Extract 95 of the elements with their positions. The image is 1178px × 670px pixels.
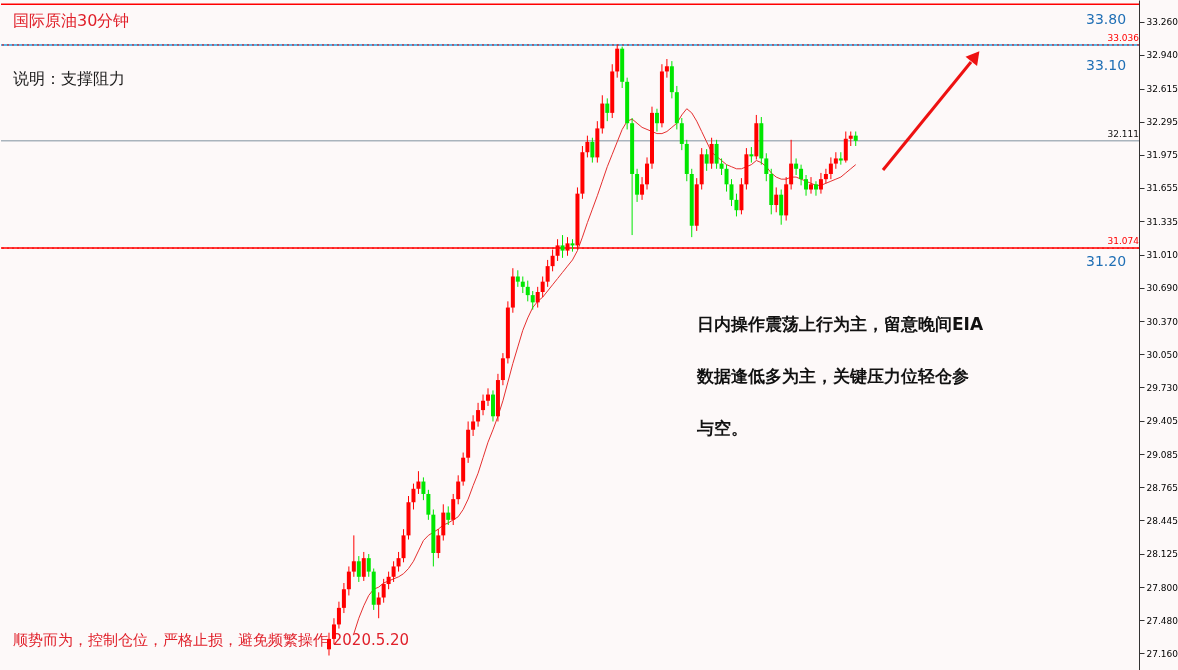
y-tick-label: 29.085 bbox=[1146, 449, 1178, 460]
candlestick bbox=[327, 632, 331, 656]
candlestick bbox=[396, 551, 401, 573]
candlestick bbox=[590, 137, 595, 164]
candlestick bbox=[714, 139, 719, 170]
candlestick bbox=[764, 152, 769, 182]
candlestick bbox=[535, 286, 540, 309]
text: 国际原油30分钟 bbox=[13, 11, 130, 30]
y-tick-label: 29.730 bbox=[1146, 382, 1178, 393]
annotation: 33.80 bbox=[1086, 11, 1127, 27]
candlestick bbox=[471, 414, 476, 437]
ref-line-label: 32.111 bbox=[1107, 128, 1139, 139]
candlestick bbox=[560, 234, 565, 259]
y-tick-label: 32.615 bbox=[1146, 84, 1178, 95]
y-tick-label: 27.160 bbox=[1146, 648, 1178, 659]
y-tick-label: 29.405 bbox=[1146, 416, 1178, 427]
candlestick bbox=[451, 493, 456, 526]
candlestick bbox=[525, 280, 530, 302]
candlestick bbox=[416, 470, 421, 495]
candlestick bbox=[734, 193, 739, 217]
candlestick bbox=[376, 591, 381, 619]
candlestick bbox=[490, 389, 495, 422]
y-tick-label: 30.690 bbox=[1146, 283, 1178, 294]
candlestick bbox=[381, 578, 386, 604]
y-tick-label: 27.800 bbox=[1146, 582, 1178, 593]
y-tick-label: 33.260 bbox=[1146, 17, 1178, 28]
candlestick bbox=[545, 259, 550, 288]
candlestick bbox=[709, 137, 714, 170]
candlestick bbox=[635, 168, 640, 203]
candlestick bbox=[530, 290, 535, 311]
candlestick bbox=[476, 402, 481, 428]
candlestick bbox=[426, 489, 431, 521]
candlestick bbox=[500, 352, 505, 386]
candlestick bbox=[679, 117, 684, 151]
annotation: 33.10 bbox=[1086, 57, 1127, 73]
candlestick bbox=[664, 58, 669, 79]
candlestick bbox=[341, 582, 346, 614]
y-tick-label: 31.655 bbox=[1146, 183, 1178, 194]
candlestick bbox=[724, 164, 729, 193]
candlestick bbox=[456, 474, 461, 505]
annotation: 顺势而为，控制仓位，严格止损，避免频繁操作 2020.5.20 bbox=[13, 631, 410, 649]
candlestick bbox=[436, 528, 441, 559]
y-tick-label: 28.125 bbox=[1146, 549, 1178, 559]
annotation: 31.20 bbox=[1086, 253, 1127, 269]
candlestick bbox=[351, 534, 356, 578]
candlestick bbox=[540, 275, 545, 298]
candlestick bbox=[486, 387, 491, 407]
candlestick bbox=[704, 148, 709, 172]
ref-line-label: 31.074 bbox=[1107, 236, 1140, 247]
y-tick-label: 27.480 bbox=[1146, 615, 1178, 626]
candlestick bbox=[336, 601, 341, 630]
candlestick bbox=[779, 189, 784, 226]
y-tick-label: 28.765 bbox=[1146, 482, 1178, 493]
candlestick bbox=[645, 156, 650, 191]
candlestick bbox=[843, 131, 848, 164]
ref-line-label: 33.036 bbox=[1107, 32, 1140, 43]
candlestick bbox=[446, 505, 451, 526]
candlestick bbox=[729, 178, 734, 207]
candlestick bbox=[789, 139, 794, 191]
candlestick bbox=[461, 452, 466, 487]
candlestick bbox=[794, 157, 799, 176]
candlestick bbox=[356, 555, 361, 583]
candlestick bbox=[481, 394, 486, 416]
y-tick-label: 30.370 bbox=[1146, 316, 1178, 327]
candlestick bbox=[640, 176, 645, 201]
y-tick-label: 30.050 bbox=[1146, 349, 1178, 360]
candlestick bbox=[605, 97, 610, 122]
candlestick bbox=[654, 108, 659, 133]
candlestick bbox=[391, 560, 396, 583]
y-tick-label: 32.295 bbox=[1146, 117, 1178, 128]
candlestick bbox=[441, 503, 446, 542]
candlestick bbox=[804, 174, 809, 197]
candlestick bbox=[585, 135, 590, 158]
text: 说明：支撑阻力 bbox=[13, 69, 125, 88]
candlestick bbox=[361, 551, 366, 582]
candlestick bbox=[366, 553, 371, 578]
y-tick-label: 31.010 bbox=[1146, 250, 1178, 261]
text: 日内操作震荡上行为主，留意晚间EIA数据逢低多为主，关键压力位轻仓参与空。 bbox=[697, 314, 984, 438]
candlestick bbox=[401, 528, 406, 563]
candlestick bbox=[828, 156, 833, 180]
candlestick bbox=[411, 483, 416, 510]
y-tick-label: 31.335 bbox=[1146, 216, 1178, 227]
candlestick bbox=[833, 151, 838, 170]
candlestick bbox=[799, 164, 804, 186]
candlestick bbox=[421, 476, 426, 501]
y-tick-label: 32.940 bbox=[1146, 50, 1178, 61]
candlestick bbox=[823, 168, 828, 184]
candlestick bbox=[774, 186, 779, 213]
candlestick bbox=[818, 172, 823, 195]
y-tick-label: 28.445 bbox=[1146, 515, 1178, 526]
y-tick-label: 31.975 bbox=[1146, 150, 1178, 161]
candlestick bbox=[813, 180, 818, 197]
candlestick bbox=[809, 176, 813, 195]
candlestick bbox=[570, 238, 575, 253]
candlestick bbox=[346, 565, 351, 596]
